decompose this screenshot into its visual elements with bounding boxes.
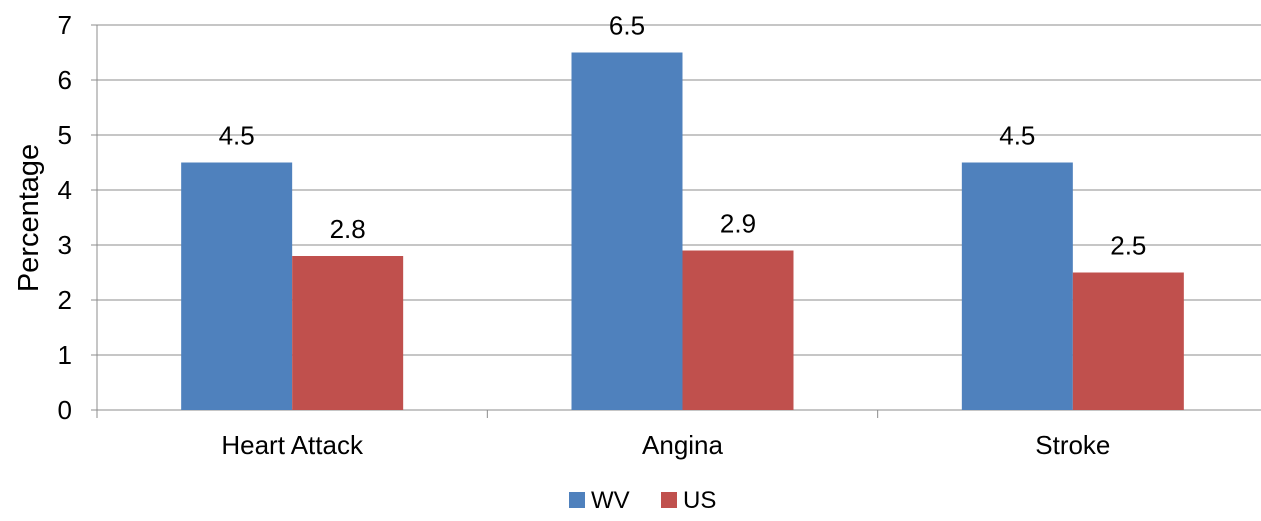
data-label-us-2: 2.5 [1110, 231, 1146, 261]
x-tick-label: Angina [642, 430, 723, 460]
y-axis-label: Percentage [13, 144, 45, 292]
bar-wv-1 [571, 52, 683, 410]
data-label-us-1: 2.9 [720, 209, 756, 239]
data-label-wv-0: 4.5 [219, 121, 255, 151]
y-tick-label: 3 [58, 230, 72, 260]
legend-label-us: US [683, 487, 716, 514]
bar-us-0 [292, 256, 404, 410]
y-tick-label: 7 [58, 10, 72, 40]
legend: WV US [569, 487, 716, 514]
y-tick-label: 2 [58, 285, 72, 315]
bar-us-2 [1072, 272, 1184, 410]
x-tick-label: Heart Attack [221, 430, 364, 460]
y-tick-label: 0 [58, 395, 72, 425]
bar-wv-2 [961, 162, 1073, 410]
x-tick-label: Stroke [1035, 430, 1110, 460]
y-tick-label: 5 [58, 120, 72, 150]
legend-swatch-us [661, 492, 677, 508]
bar-us-1 [682, 250, 794, 410]
legend-swatch-wv [569, 492, 585, 508]
y-tick-label: 4 [58, 175, 72, 205]
legend-label-wv: WV [591, 487, 630, 514]
data-label-us-0: 2.8 [330, 214, 366, 244]
bar-wv-0 [181, 162, 293, 410]
data-labels: 4.5 2.8 6.5 2.9 4.5 2.5 [219, 11, 1147, 261]
y-tick-label: 1 [58, 340, 72, 370]
data-label-wv-1: 6.5 [609, 11, 645, 41]
y-tick-label: 6 [58, 65, 72, 95]
data-label-wv-2: 4.5 [999, 121, 1035, 151]
bars [181, 52, 1184, 410]
